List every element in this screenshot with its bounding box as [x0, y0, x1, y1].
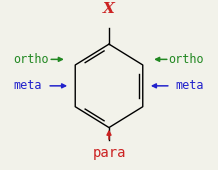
Text: meta: meta — [14, 79, 42, 92]
Text: ortho: ortho — [169, 53, 204, 66]
Text: para: para — [92, 147, 126, 160]
Text: meta: meta — [176, 79, 204, 92]
Text: ortho: ortho — [14, 53, 49, 66]
Text: X: X — [103, 2, 115, 16]
